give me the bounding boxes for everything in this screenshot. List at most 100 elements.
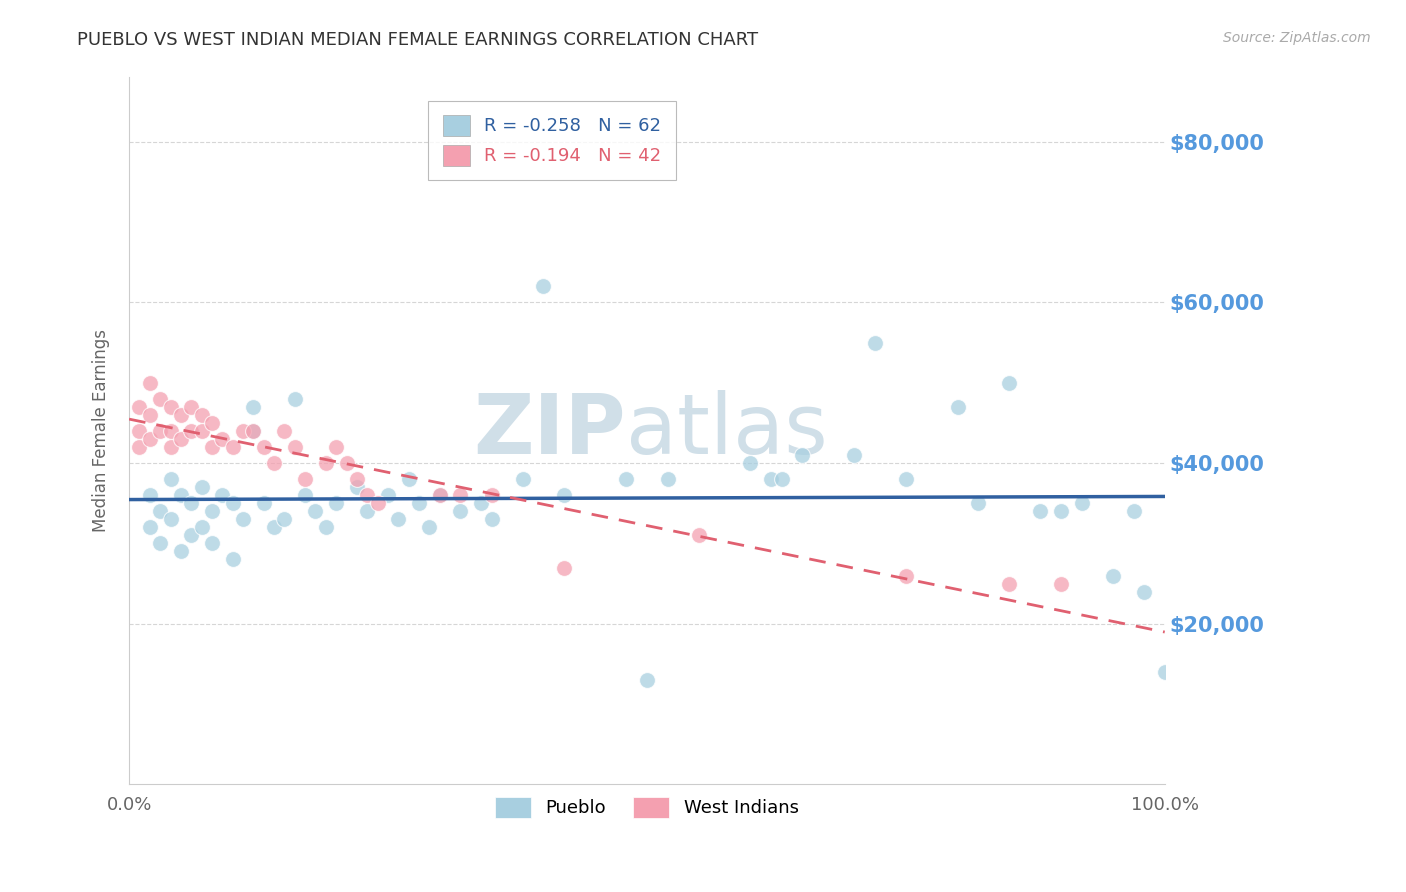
Point bbox=[356, 488, 378, 502]
Point bbox=[1070, 496, 1092, 510]
Text: Source: ZipAtlas.com: Source: ZipAtlas.com bbox=[1223, 31, 1371, 45]
Text: ZIP: ZIP bbox=[474, 391, 626, 472]
Point bbox=[657, 472, 679, 486]
Point bbox=[253, 440, 276, 454]
Point bbox=[346, 480, 368, 494]
Point bbox=[159, 440, 181, 454]
Point bbox=[1050, 576, 1073, 591]
Point bbox=[1102, 568, 1125, 582]
Point bbox=[180, 496, 202, 510]
Point bbox=[232, 424, 254, 438]
Point bbox=[221, 496, 243, 510]
Point bbox=[429, 488, 451, 502]
Point bbox=[1153, 665, 1175, 679]
Point bbox=[149, 424, 172, 438]
Point bbox=[139, 408, 162, 422]
Point bbox=[553, 560, 575, 574]
Point bbox=[304, 504, 326, 518]
Point bbox=[531, 279, 554, 293]
Point bbox=[450, 488, 472, 502]
Point bbox=[315, 520, 337, 534]
Point bbox=[263, 456, 285, 470]
Point bbox=[190, 520, 212, 534]
Point bbox=[284, 392, 307, 406]
Point bbox=[998, 376, 1021, 390]
Point bbox=[553, 488, 575, 502]
Point bbox=[315, 456, 337, 470]
Point bbox=[418, 520, 440, 534]
Point bbox=[481, 488, 503, 502]
Point bbox=[242, 424, 264, 438]
Point bbox=[1133, 584, 1156, 599]
Point bbox=[221, 552, 243, 566]
Text: PUEBLO VS WEST INDIAN MEDIAN FEMALE EARNINGS CORRELATION CHART: PUEBLO VS WEST INDIAN MEDIAN FEMALE EARN… bbox=[77, 31, 758, 49]
Point bbox=[170, 544, 193, 558]
Point bbox=[1050, 504, 1073, 518]
Point bbox=[294, 472, 316, 486]
Point bbox=[139, 488, 162, 502]
Point bbox=[770, 472, 793, 486]
Point bbox=[190, 480, 212, 494]
Text: atlas: atlas bbox=[626, 391, 828, 472]
Point bbox=[946, 400, 969, 414]
Point bbox=[128, 400, 150, 414]
Point bbox=[128, 424, 150, 438]
Point bbox=[636, 673, 658, 687]
Point bbox=[614, 472, 637, 486]
Point bbox=[1122, 504, 1144, 518]
Point bbox=[481, 512, 503, 526]
Y-axis label: Median Female Earnings: Median Female Earnings bbox=[93, 329, 110, 533]
Point bbox=[139, 520, 162, 534]
Point bbox=[211, 432, 233, 446]
Point bbox=[253, 496, 276, 510]
Point bbox=[998, 576, 1021, 591]
Point bbox=[159, 400, 181, 414]
Point bbox=[284, 440, 307, 454]
Point bbox=[273, 512, 295, 526]
Point bbox=[367, 496, 389, 510]
Point bbox=[180, 400, 202, 414]
Point bbox=[201, 416, 224, 430]
Point bbox=[967, 496, 990, 510]
Point bbox=[139, 432, 162, 446]
Point bbox=[211, 488, 233, 502]
Point bbox=[894, 472, 917, 486]
Point bbox=[894, 568, 917, 582]
Point bbox=[170, 488, 193, 502]
Point bbox=[201, 440, 224, 454]
Point bbox=[863, 335, 886, 350]
Point bbox=[190, 424, 212, 438]
Point bbox=[429, 488, 451, 502]
Point bbox=[759, 472, 782, 486]
Point bbox=[356, 504, 378, 518]
Point bbox=[149, 392, 172, 406]
Point bbox=[128, 440, 150, 454]
Point bbox=[842, 448, 865, 462]
Point bbox=[242, 400, 264, 414]
Point bbox=[273, 424, 295, 438]
Point bbox=[263, 520, 285, 534]
Point bbox=[792, 448, 814, 462]
Point bbox=[294, 488, 316, 502]
Point bbox=[180, 528, 202, 542]
Point bbox=[377, 488, 399, 502]
Point bbox=[450, 504, 472, 518]
Point bbox=[470, 496, 492, 510]
Point bbox=[201, 504, 224, 518]
Point bbox=[512, 472, 534, 486]
Point bbox=[232, 512, 254, 526]
Point bbox=[139, 376, 162, 390]
Point bbox=[688, 528, 710, 542]
Point bbox=[346, 472, 368, 486]
Point bbox=[221, 440, 243, 454]
Point bbox=[335, 456, 357, 470]
Point bbox=[1029, 504, 1052, 518]
Point bbox=[159, 424, 181, 438]
Point bbox=[387, 512, 409, 526]
Point bbox=[159, 472, 181, 486]
Point bbox=[408, 496, 430, 510]
Legend: Pueblo, West Indians: Pueblo, West Indians bbox=[488, 789, 806, 825]
Point bbox=[325, 496, 347, 510]
Point bbox=[149, 504, 172, 518]
Point bbox=[149, 536, 172, 550]
